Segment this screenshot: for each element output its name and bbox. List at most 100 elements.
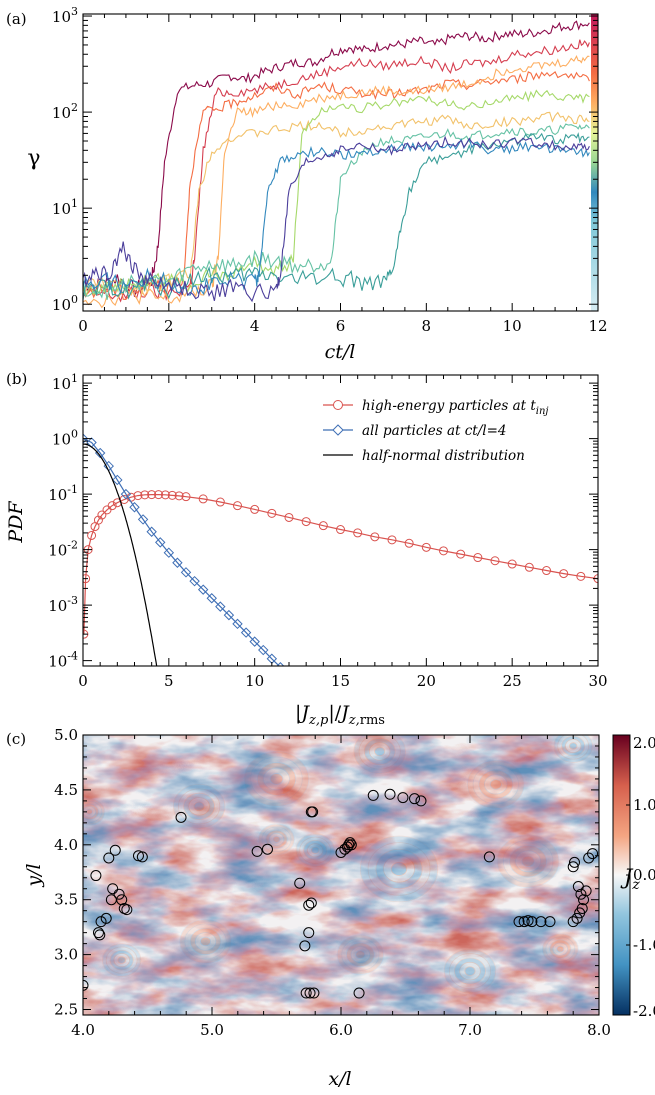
c-xtick-label: 6.0 <box>329 1021 353 1039</box>
particle-circle <box>83 979 89 991</box>
legend-label: half-normal distribution <box>362 448 525 464</box>
red-pdf-marker <box>353 528 363 538</box>
red-pdf-marker <box>97 510 107 520</box>
particle-markers <box>83 788 599 999</box>
particle-circle <box>107 883 119 895</box>
a-ytick-label: 103 <box>52 5 78 26</box>
legend-diamond-marker <box>332 424 344 436</box>
c-ytick-label: 3.5 <box>54 891 78 909</box>
b-xtick-label: 10 <box>245 672 264 690</box>
particle-circle <box>90 870 102 882</box>
cb-tick-label: 0.0 <box>633 866 655 884</box>
c-xtick-label: 4.0 <box>71 1021 95 1039</box>
red-pdf-marker <box>83 574 91 584</box>
gamma-series-6 <box>83 123 590 300</box>
panel-label-b: (b) <box>6 370 27 388</box>
red-pdf-marker <box>250 504 260 514</box>
particle-circle <box>308 987 320 999</box>
red-pdf-marker <box>370 532 380 542</box>
a-xtick-label: 12 <box>588 317 607 335</box>
colorbar-ticks: 2.0 1.0 0.0 -1.0 -2.0 <box>626 734 655 1020</box>
gamma-series-4 <box>83 111 590 296</box>
gamma-series-8 <box>83 137 590 296</box>
particle-circle <box>335 846 347 858</box>
a-xtick-label: 4 <box>250 317 260 335</box>
blue-pdf-marker <box>129 502 140 513</box>
heatmap-filaments <box>83 735 599 1015</box>
b-ytick-label: 10-4 <box>48 650 78 671</box>
c-ytick-label: 4.5 <box>54 781 78 799</box>
gamma-series-5 <box>83 89 590 298</box>
red-pdf-marker <box>336 525 345 535</box>
panel-label-c: (c) <box>6 730 26 748</box>
cb-tick-label: 1.0 <box>633 796 655 814</box>
cb-tick-label: -1.0 <box>633 936 655 954</box>
b-xtick-label: 30 <box>588 672 607 690</box>
blue-pdf-marker <box>112 474 123 486</box>
particle-circle <box>121 904 133 916</box>
cb-tick-label: 2.0 <box>633 734 655 752</box>
particle-circle <box>92 927 104 939</box>
blue-pdf-marker <box>197 584 209 595</box>
blue-pdf-marker <box>172 557 183 568</box>
c-ytick-label: 4.0 <box>54 836 78 854</box>
particle-circle <box>261 843 273 855</box>
panel-a-series <box>83 20 590 309</box>
b-ytick-label: 10-2 <box>48 539 78 560</box>
red-pdf-marker <box>576 571 586 581</box>
blue-pdf-marker <box>249 636 260 647</box>
particle-circle <box>345 839 357 851</box>
red-pdf-marker <box>154 490 164 500</box>
particle-circle <box>580 885 592 897</box>
cb-tick-label: -2.0 <box>633 1002 655 1020</box>
particle-circle <box>415 795 427 807</box>
b-xtick-label: 15 <box>331 672 350 690</box>
particle-circle <box>94 929 106 941</box>
blue-pdf-marker <box>146 526 157 537</box>
particle-circle <box>95 916 107 928</box>
blue-pdf-marker <box>206 593 217 604</box>
a-xtick-label: 8 <box>422 317 432 335</box>
c-xtick-label: 8.0 <box>587 1021 611 1039</box>
a-ytick-label: 100 <box>52 293 78 314</box>
particle-circle <box>544 916 556 928</box>
blue-pdf-marker <box>83 433 89 444</box>
a-ytick-label: 102 <box>52 101 78 122</box>
panel-b-ticks: 0 5 10 15 20 25 30 10-4 10-3 10-2 10-1 100 101 <box>48 372 607 690</box>
blue-pdf-marker <box>180 567 192 578</box>
particle-circle <box>574 907 586 919</box>
red-pdf-marker <box>174 491 184 501</box>
blue-pdf-marker <box>163 547 175 558</box>
particle-circle <box>344 837 356 849</box>
b-xtick-label: 5 <box>164 672 174 690</box>
red-pdf-marker <box>404 538 414 548</box>
particle-circle <box>299 940 311 952</box>
blue-pdf-marker <box>223 609 235 621</box>
red-pdf-marker <box>507 559 517 569</box>
particle-circle <box>113 888 125 900</box>
panel-b-ylabel: PDF <box>5 501 27 544</box>
red-pdf-marker <box>318 521 328 531</box>
b-ytick-label: 100 <box>52 428 78 449</box>
legend-label: all particles at ct/l=4 <box>362 423 506 439</box>
panel-label-a: (a) <box>6 10 27 28</box>
red-pdf-marker <box>456 549 466 559</box>
red-pdf-marker <box>140 490 150 500</box>
particle-circle <box>109 844 121 856</box>
blue-pdf-marker <box>258 644 269 656</box>
gamma-series-0 <box>83 20 590 297</box>
red-pdf-marker <box>160 490 170 500</box>
particle-circle <box>251 845 263 857</box>
red-pdf-marker <box>421 542 431 552</box>
gamma-series-9 <box>83 135 590 303</box>
b-xtick-label: 25 <box>503 672 522 690</box>
a-xtick-label: 2 <box>164 317 174 335</box>
panel-b-legend: high-energy particles at tinj all particl… <box>323 398 549 464</box>
red-pdf-marker <box>107 501 117 511</box>
blue-pdf-marker <box>215 601 226 612</box>
particle-circle <box>175 811 187 823</box>
particle-circle <box>535 916 547 928</box>
red-pdf-marker <box>473 553 483 563</box>
particle-circle <box>303 927 315 939</box>
particle-circle <box>136 851 148 863</box>
